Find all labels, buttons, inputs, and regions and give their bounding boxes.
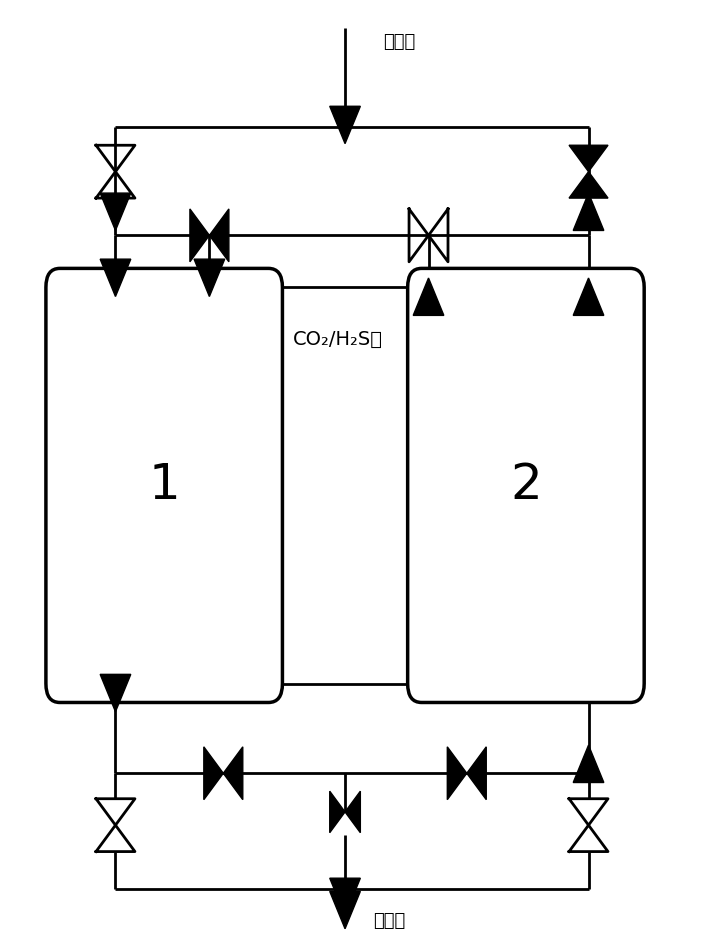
Polygon shape (329, 791, 345, 833)
Text: 2: 2 (510, 462, 542, 509)
Text: 产品气: 产品气 (373, 912, 405, 930)
Polygon shape (100, 674, 131, 712)
Polygon shape (329, 107, 360, 144)
Polygon shape (194, 259, 225, 296)
Polygon shape (100, 259, 131, 296)
Polygon shape (569, 171, 608, 198)
Polygon shape (345, 791, 360, 833)
Polygon shape (569, 146, 608, 171)
Polygon shape (467, 746, 486, 800)
Polygon shape (447, 746, 467, 800)
Polygon shape (223, 746, 243, 800)
Polygon shape (100, 193, 131, 230)
FancyBboxPatch shape (408, 268, 644, 703)
Polygon shape (209, 208, 229, 262)
Text: CO₂/H₂S等: CO₂/H₂S等 (293, 329, 383, 348)
Polygon shape (573, 193, 604, 230)
FancyBboxPatch shape (46, 268, 282, 703)
Text: 原料气: 原料气 (383, 33, 415, 50)
Text: 1: 1 (149, 462, 180, 509)
Polygon shape (329, 891, 360, 929)
Polygon shape (204, 746, 223, 800)
Polygon shape (573, 745, 604, 783)
Polygon shape (573, 278, 604, 315)
Polygon shape (190, 208, 209, 262)
Polygon shape (413, 278, 444, 315)
Polygon shape (329, 878, 360, 916)
